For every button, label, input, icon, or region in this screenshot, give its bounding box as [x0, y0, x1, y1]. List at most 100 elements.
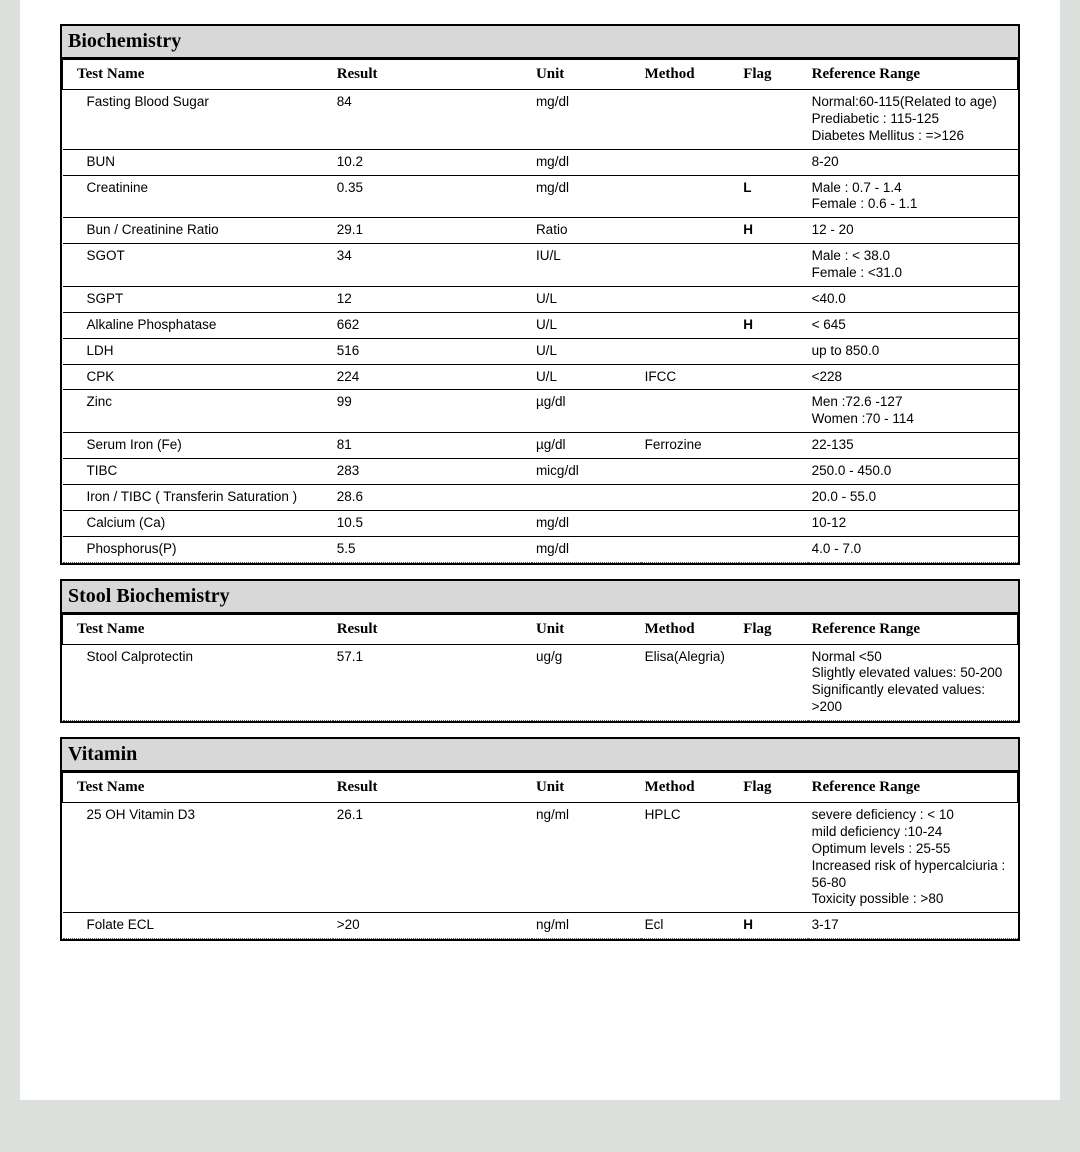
- cell-method: [641, 244, 740, 287]
- cell-result: 10.5: [333, 510, 532, 536]
- cell-flag: H: [739, 312, 807, 338]
- cell-method: [641, 90, 740, 150]
- cell-unit: micg/dl: [532, 459, 641, 485]
- cell-method: [641, 459, 740, 485]
- cell-ref: up to 850.0: [808, 338, 1018, 364]
- cell-unit: mg/dl: [532, 175, 641, 218]
- col-header-result: Result: [333, 773, 532, 803]
- cell-unit: µg/dl: [532, 390, 641, 433]
- cell-result: >20: [333, 913, 532, 939]
- cell-test: Creatinine: [63, 175, 333, 218]
- cell-result: 283: [333, 459, 532, 485]
- cell-method: [641, 536, 740, 562]
- cell-flag: [739, 536, 807, 562]
- cell-flag: [739, 286, 807, 312]
- table-row: Creatinine0.35mg/dlLMale : 0.7 - 1.4 Fem…: [63, 175, 1018, 218]
- cell-flag: [739, 644, 807, 721]
- cell-flag: [739, 338, 807, 364]
- lab-report-page: BiochemistryTest NameResultUnitMethodFla…: [20, 0, 1060, 1100]
- report-section: VitaminTest NameResultUnitMethodFlagRefe…: [60, 737, 1020, 941]
- cell-test: Fasting Blood Sugar: [63, 90, 333, 150]
- cell-unit: mg/dl: [532, 149, 641, 175]
- table-row: Bun / Creatinine Ratio29.1RatioH12 - 20: [63, 218, 1018, 244]
- cell-ref: 20.0 - 55.0: [808, 484, 1018, 510]
- table-row: SGOT34IU/LMale : < 38.0 Female : <31.0: [63, 244, 1018, 287]
- col-header-method: Method: [641, 614, 740, 644]
- table-row: 25 OH Vitamin D326.1ng/mlHPLCsevere defi…: [63, 803, 1018, 913]
- cell-ref: Men :72.6 -127 Women :70 - 114: [808, 390, 1018, 433]
- table-row: Folate ECL>20ng/mlEclH3-17: [63, 913, 1018, 939]
- cell-test: CPK: [63, 364, 333, 390]
- cell-unit: [532, 484, 641, 510]
- results-table: Test NameResultUnitMethodFlagReference R…: [62, 772, 1018, 939]
- cell-unit: ug/g: [532, 644, 641, 721]
- table-row: Zinc99µg/dlMen :72.6 -127 Women :70 - 11…: [63, 390, 1018, 433]
- cell-ref: 12 - 20: [808, 218, 1018, 244]
- cell-result: 26.1: [333, 803, 532, 913]
- table-row: Calcium (Ca)10.5mg/dl10-12: [63, 510, 1018, 536]
- cell-flag: [739, 364, 807, 390]
- col-header-flag: Flag: [739, 614, 807, 644]
- cell-unit: IU/L: [532, 244, 641, 287]
- table-row: TIBC283micg/dl250.0 - 450.0: [63, 459, 1018, 485]
- cell-method: [641, 218, 740, 244]
- cell-test: Serum Iron (Fe): [63, 433, 333, 459]
- section-title: Vitamin: [62, 739, 1018, 772]
- results-table: Test NameResultUnitMethodFlagReference R…: [62, 614, 1018, 722]
- table-row: LDH516U/Lup to 850.0: [63, 338, 1018, 364]
- cell-unit: µg/dl: [532, 433, 641, 459]
- col-header-test: Test Name: [63, 773, 333, 803]
- cell-flag: L: [739, 175, 807, 218]
- col-header-test: Test Name: [63, 60, 333, 90]
- cell-test: Iron / TIBC ( Transferin Saturation ): [63, 484, 333, 510]
- table-row: CPK224U/LIFCC<228: [63, 364, 1018, 390]
- cell-test: BUN: [63, 149, 333, 175]
- cell-flag: [739, 510, 807, 536]
- cell-ref: 250.0 - 450.0: [808, 459, 1018, 485]
- cell-test: Alkaline Phosphatase: [63, 312, 333, 338]
- cell-unit: U/L: [532, 312, 641, 338]
- cell-unit: U/L: [532, 364, 641, 390]
- cell-test: Phosphorus(P): [63, 536, 333, 562]
- cell-unit: mg/dl: [532, 536, 641, 562]
- cell-test: SGPT: [63, 286, 333, 312]
- cell-flag: [739, 244, 807, 287]
- col-header-method: Method: [641, 60, 740, 90]
- cell-result: 81: [333, 433, 532, 459]
- col-header-unit: Unit: [532, 60, 641, 90]
- cell-method: [641, 175, 740, 218]
- table-row: Alkaline Phosphatase662U/LH< 645: [63, 312, 1018, 338]
- cell-result: 516: [333, 338, 532, 364]
- table-row: BUN10.2mg/dl8-20: [63, 149, 1018, 175]
- cell-ref: Male : < 38.0 Female : <31.0: [808, 244, 1018, 287]
- cell-test: Folate ECL: [63, 913, 333, 939]
- cell-flag: [739, 90, 807, 150]
- cell-unit: mg/dl: [532, 90, 641, 150]
- cell-unit: U/L: [532, 338, 641, 364]
- cell-ref: 4.0 - 7.0: [808, 536, 1018, 562]
- cell-ref: Normal:60-115(Related to age) Prediabeti…: [808, 90, 1018, 150]
- cell-test: Stool Calprotectin: [63, 644, 333, 721]
- col-header-test: Test Name: [63, 614, 333, 644]
- cell-ref: 3-17: [808, 913, 1018, 939]
- col-header-result: Result: [333, 60, 532, 90]
- cell-test: 25 OH Vitamin D3: [63, 803, 333, 913]
- cell-flag: [739, 433, 807, 459]
- cell-method: [641, 484, 740, 510]
- section-title: Biochemistry: [62, 26, 1018, 59]
- table-row: SGPT12U/L<40.0: [63, 286, 1018, 312]
- cell-method: Ferrozine: [641, 433, 740, 459]
- cell-result: 662: [333, 312, 532, 338]
- col-header-result: Result: [333, 614, 532, 644]
- cell-ref: 22-135: [808, 433, 1018, 459]
- col-header-ref: Reference Range: [808, 614, 1018, 644]
- section-title: Stool Biochemistry: [62, 581, 1018, 614]
- cell-flag: [739, 149, 807, 175]
- cell-ref: <40.0: [808, 286, 1018, 312]
- col-header-flag: Flag: [739, 60, 807, 90]
- col-header-ref: Reference Range: [808, 60, 1018, 90]
- cell-flag: H: [739, 913, 807, 939]
- cell-ref: 10-12: [808, 510, 1018, 536]
- cell-unit: ng/ml: [532, 913, 641, 939]
- cell-unit: Ratio: [532, 218, 641, 244]
